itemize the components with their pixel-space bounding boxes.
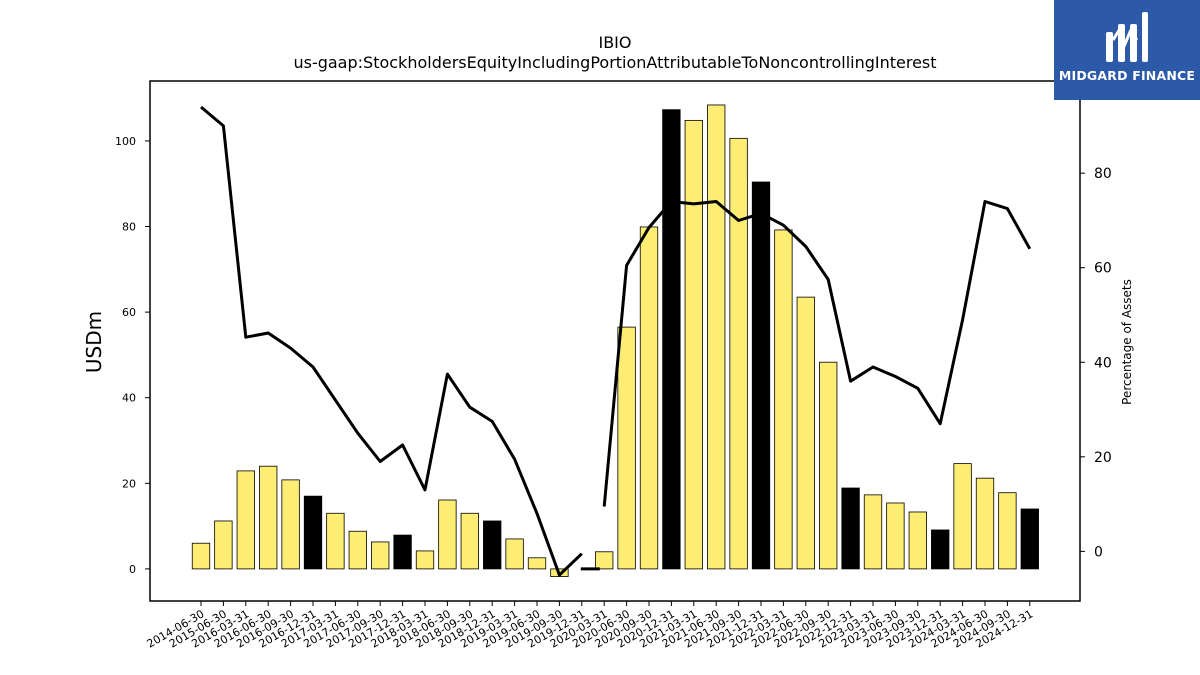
bar-2023-09-30 bbox=[908, 511, 927, 570]
bar-2024-09-30 bbox=[998, 492, 1017, 570]
y-tick-label: 60 bbox=[122, 306, 136, 319]
y-axis-label: USDm bbox=[82, 311, 106, 373]
bar-2020-09-30 bbox=[639, 226, 659, 570]
bar-2018-06-30 bbox=[438, 499, 457, 570]
percentage-line-segment-2 bbox=[602, 200, 1032, 507]
y2-tick-label: 20 bbox=[1094, 450, 1112, 466]
bar-2021-03-31 bbox=[684, 119, 703, 570]
bar-2019-03-31 bbox=[505, 538, 524, 570]
y-tick-label: 40 bbox=[122, 392, 136, 405]
bar-2022-03-31 bbox=[774, 229, 793, 570]
bar-2024-12-31 bbox=[1020, 508, 1039, 570]
bar-2016-06-30 bbox=[259, 465, 278, 570]
bar-2019-06-30 bbox=[527, 557, 547, 570]
y2-tick-label: 60 bbox=[1094, 261, 1112, 277]
y-tick-label: 20 bbox=[122, 477, 136, 490]
midgard-logo-icon bbox=[1106, 12, 1148, 62]
bar-series bbox=[191, 104, 1039, 578]
bar-2020-03-31 bbox=[595, 551, 614, 570]
percentage-line-segment-1 bbox=[200, 105, 583, 577]
y2-tick-label: 0 bbox=[1094, 544, 1103, 560]
chart-title: IBIO bbox=[598, 33, 631, 52]
bar-2016-03-31 bbox=[236, 470, 255, 570]
bar-2017-03-31 bbox=[326, 512, 345, 570]
bar-2018-12-31 bbox=[483, 520, 502, 570]
bar-2022-06-30 bbox=[796, 296, 815, 570]
bar-2020-06-30 bbox=[617, 326, 636, 570]
y-tick-label: 80 bbox=[122, 221, 136, 234]
bar-2024-03-31 bbox=[953, 463, 972, 570]
logo-text: MIDGARD FINANCE bbox=[1058, 68, 1196, 83]
bar-2015-06-30 bbox=[214, 520, 233, 570]
y2-axis-label: Percentage of Assets bbox=[1120, 279, 1134, 405]
y-tick-label: 100 bbox=[115, 135, 136, 148]
y-tick-label: 0 bbox=[129, 563, 136, 576]
bar-2014-06-30 bbox=[191, 542, 211, 570]
bar-2017-06-30 bbox=[348, 530, 367, 570]
bar-2017-09-30 bbox=[371, 541, 390, 570]
brand-logo: MIDGARD FINANCE bbox=[1054, 0, 1200, 100]
bar-2021-12-31 bbox=[751, 181, 771, 570]
chart-subtitle: us-gaap:StockholdersEquityIncludingPorti… bbox=[293, 53, 936, 72]
bar-2018-03-31 bbox=[415, 550, 435, 570]
bar-2021-06-30 bbox=[707, 104, 726, 570]
bar-2021-09-30 bbox=[729, 137, 748, 570]
bar-2023-06-30 bbox=[886, 502, 905, 570]
bar-2017-12-31 bbox=[393, 534, 412, 570]
bar-2016-09-30 bbox=[281, 479, 300, 570]
line-series bbox=[200, 105, 1032, 577]
bar-2022-12-31 bbox=[841, 487, 860, 570]
bar-2022-09-30 bbox=[819, 361, 838, 570]
bar-2024-06-30 bbox=[975, 477, 995, 570]
axes: 0204060801000204060802014-06-302015-06-3… bbox=[115, 135, 1112, 651]
bar-2023-12-31 bbox=[931, 529, 950, 570]
bar-2018-09-30 bbox=[460, 512, 479, 570]
plot-frame bbox=[149, 80, 1081, 602]
bar-2023-03-31 bbox=[863, 494, 883, 570]
y2-tick-label: 40 bbox=[1094, 355, 1112, 371]
bar-2020-12-31 bbox=[662, 109, 681, 570]
y2-tick-label: 80 bbox=[1094, 166, 1112, 182]
bar-2016-12-31 bbox=[303, 495, 323, 570]
